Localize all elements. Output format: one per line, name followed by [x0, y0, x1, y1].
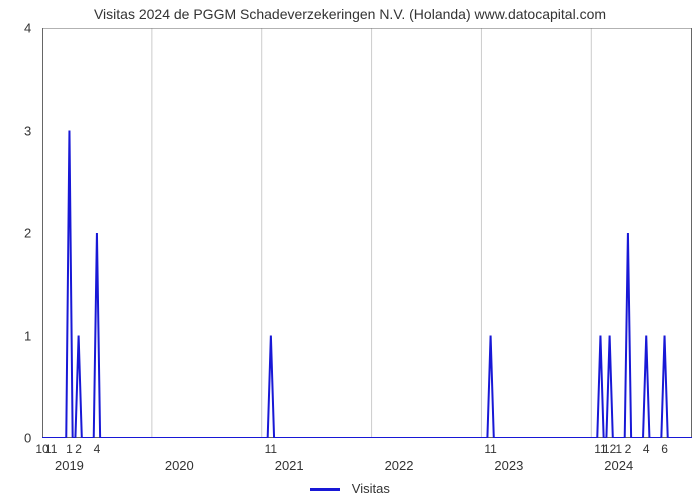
x-tick-label: 4	[94, 442, 101, 456]
x-tick-label: 1	[615, 442, 622, 456]
x-year-label: 2020	[165, 458, 194, 473]
x-year-label: 2019	[55, 458, 84, 473]
y-tick-label: 0	[24, 431, 31, 446]
chart-container: Visitas 2024 de PGGM Schadeverzekeringen…	[0, 0, 700, 500]
x-year-label: 2021	[275, 458, 304, 473]
plot-area	[42, 28, 692, 438]
x-year-label: 2024	[604, 458, 633, 473]
legend-label: Visitas	[352, 481, 390, 496]
series-line-visitas	[42, 131, 692, 439]
x-tick-label: 11	[484, 442, 496, 456]
x-year-label: 2023	[494, 458, 523, 473]
plot-svg	[42, 28, 692, 438]
x-year-label: 2022	[385, 458, 414, 473]
x-tick-label: 11	[265, 442, 277, 456]
y-tick-label: 3	[24, 123, 31, 138]
x-tick-label: 1	[66, 442, 73, 456]
x-tick-label: 2	[625, 442, 632, 456]
x-tick-label: 6	[661, 442, 668, 456]
legend: Visitas	[0, 481, 700, 496]
legend-swatch	[310, 488, 340, 491]
y-tick-label: 4	[24, 21, 31, 36]
chart-title: Visitas 2024 de PGGM Schadeverzekeringen…	[0, 6, 700, 22]
y-tick-label: 2	[24, 226, 31, 241]
y-tick-label: 1	[24, 328, 31, 343]
x-tick-label: 4	[643, 442, 650, 456]
x-tick-label: 12	[603, 442, 616, 456]
x-tick-label: 11	[45, 442, 57, 456]
x-tick-label: 2	[75, 442, 82, 456]
